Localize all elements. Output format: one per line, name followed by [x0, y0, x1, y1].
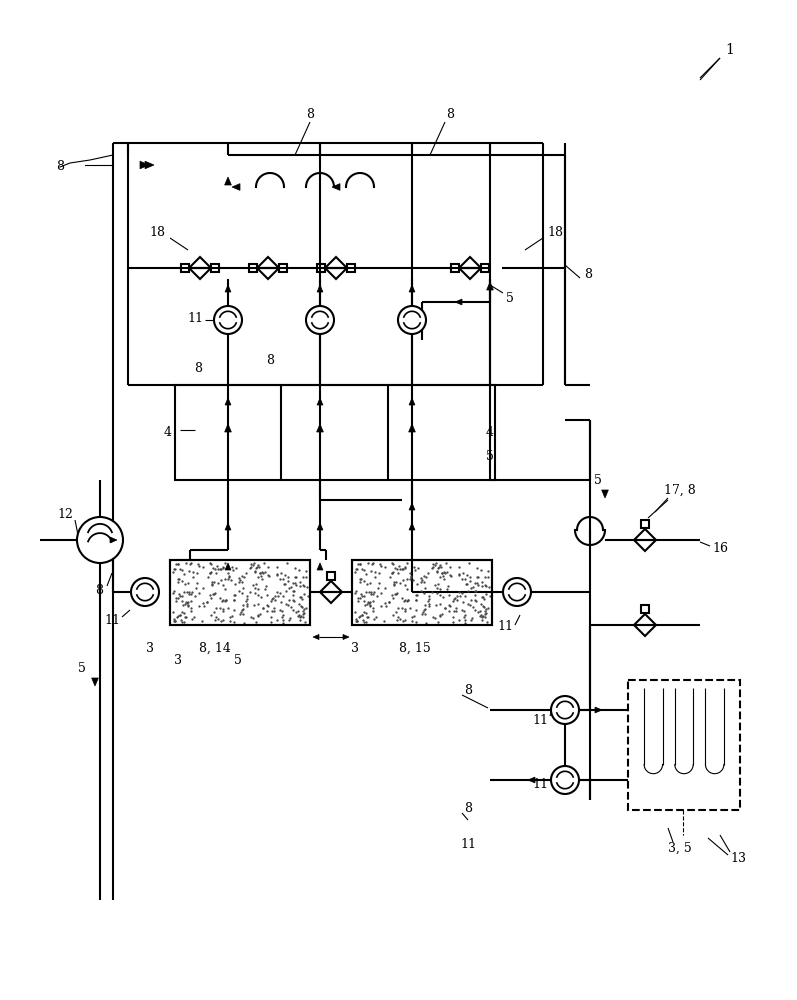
Text: 4: 4	[164, 426, 172, 438]
Text: 3: 3	[174, 654, 182, 666]
Text: 8: 8	[56, 160, 64, 174]
Polygon shape	[225, 563, 231, 570]
Text: 8: 8	[194, 361, 202, 374]
Polygon shape	[409, 285, 415, 292]
Text: 11: 11	[532, 714, 548, 726]
Polygon shape	[317, 285, 323, 292]
Bar	[170, 560, 310, 625]
Text: 5: 5	[486, 450, 494, 462]
Polygon shape	[225, 523, 231, 530]
Text: 3: 3	[146, 642, 154, 654]
Text: 8: 8	[266, 354, 274, 366]
Bar	[628, 680, 740, 810]
Polygon shape	[409, 503, 415, 510]
Bar	[279, 264, 287, 272]
Text: 1: 1	[725, 43, 735, 57]
Polygon shape	[528, 777, 535, 783]
Text: 8: 8	[464, 684, 472, 696]
Polygon shape	[225, 424, 231, 432]
Text: 11: 11	[532, 778, 548, 792]
Bar	[451, 264, 459, 272]
Text: 18: 18	[149, 226, 165, 238]
Bar	[181, 264, 189, 272]
Text: 5: 5	[78, 662, 86, 674]
Polygon shape	[145, 161, 154, 169]
Polygon shape	[409, 424, 415, 432]
Text: 17, 8: 17, 8	[664, 484, 696, 496]
Circle shape	[131, 578, 159, 606]
Circle shape	[503, 578, 531, 606]
Polygon shape	[409, 398, 415, 405]
Text: 8: 8	[584, 268, 592, 282]
Bar	[170, 560, 310, 625]
Text: 8: 8	[446, 108, 454, 121]
Polygon shape	[317, 523, 323, 530]
Text: 4: 4	[486, 426, 494, 438]
Text: 11: 11	[460, 838, 476, 852]
Text: 13: 13	[730, 852, 746, 864]
Bar	[327, 572, 335, 580]
Text: 8, 14: 8, 14	[199, 642, 231, 654]
Bar	[175, 385, 495, 480]
Circle shape	[306, 306, 334, 334]
Text: 16: 16	[712, 542, 728, 554]
Polygon shape	[343, 634, 349, 640]
Polygon shape	[313, 634, 319, 640]
Text: 18: 18	[547, 226, 563, 238]
Text: 8: 8	[306, 108, 314, 121]
Polygon shape	[316, 424, 324, 432]
Bar	[481, 264, 489, 272]
Text: 8, 15: 8, 15	[399, 642, 431, 654]
Text: 12: 12	[57, 508, 73, 522]
Text: 5: 5	[506, 292, 514, 304]
Bar	[641, 520, 649, 528]
Text: 11: 11	[497, 620, 513, 634]
Polygon shape	[232, 184, 240, 190]
Circle shape	[551, 696, 579, 724]
Polygon shape	[92, 678, 98, 686]
Bar	[352, 560, 492, 625]
Polygon shape	[317, 398, 323, 405]
Polygon shape	[225, 177, 231, 185]
Circle shape	[398, 306, 426, 334]
Polygon shape	[317, 563, 323, 570]
Bar	[347, 264, 355, 272]
Polygon shape	[110, 537, 117, 543]
Polygon shape	[455, 299, 462, 305]
Polygon shape	[140, 161, 149, 169]
Bar	[211, 264, 219, 272]
Bar	[317, 264, 325, 272]
Text: 3: 3	[351, 642, 359, 654]
Text: 11: 11	[187, 312, 203, 324]
Bar	[641, 605, 649, 613]
Circle shape	[551, 766, 579, 794]
Polygon shape	[602, 490, 608, 498]
Polygon shape	[409, 523, 415, 530]
Polygon shape	[595, 707, 602, 713]
Polygon shape	[225, 285, 231, 292]
Text: 5: 5	[234, 654, 242, 666]
Text: 8: 8	[464, 802, 472, 814]
Circle shape	[77, 517, 123, 563]
Text: 8: 8	[95, 584, 103, 596]
Polygon shape	[225, 398, 231, 405]
Text: 3, 5: 3, 5	[668, 842, 692, 854]
Polygon shape	[332, 184, 340, 190]
Circle shape	[214, 306, 242, 334]
Bar	[352, 560, 492, 625]
Text: 5: 5	[594, 474, 602, 487]
Bar	[249, 264, 257, 272]
Polygon shape	[487, 282, 493, 290]
Text: 11: 11	[104, 613, 120, 626]
